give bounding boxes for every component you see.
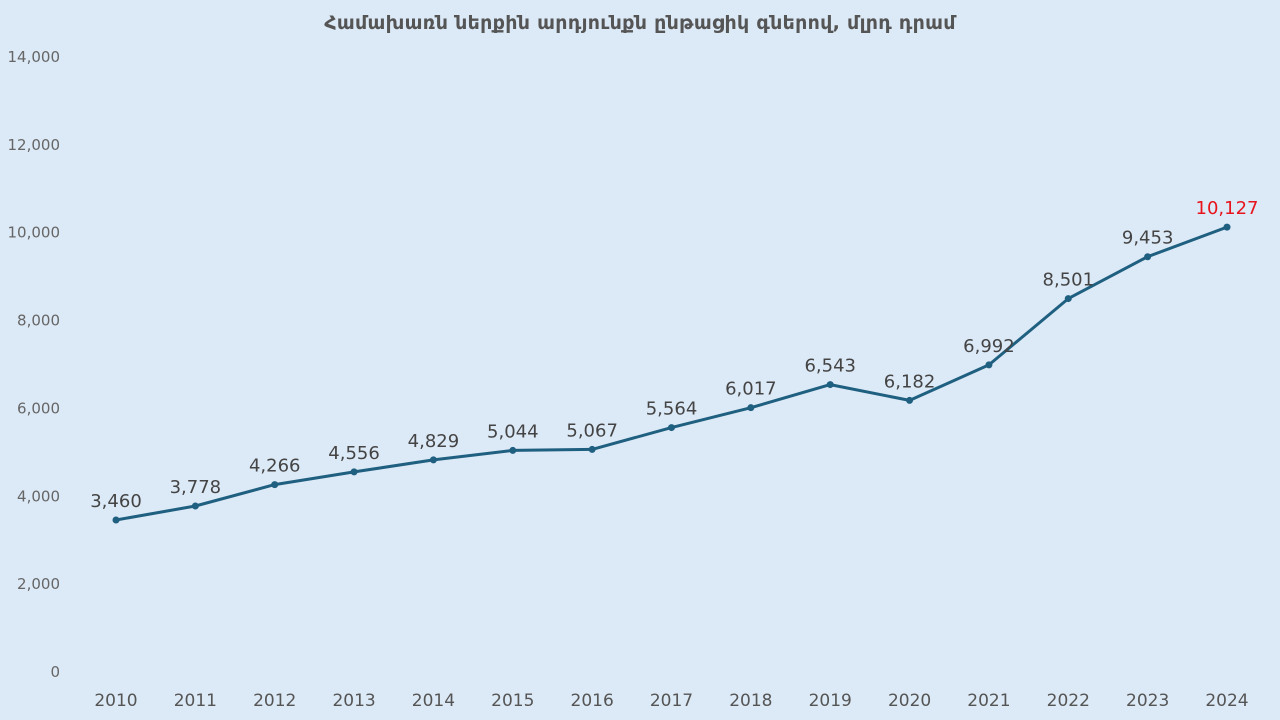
data-point [112, 516, 120, 524]
x-tick-label: 2013 [332, 691, 375, 711]
data-label: 6,182 [884, 371, 936, 392]
x-tick-label: 2014 [412, 691, 455, 711]
data-labels-group: 3,460 3,778 4,266 4,556 4,829 5,044 5,067 5,564… [90, 198, 1258, 512]
data-label: 3,460 [90, 491, 142, 512]
data-point [191, 502, 199, 510]
data-label: 3,778 [170, 477, 222, 498]
data-point [429, 456, 437, 464]
data-label: 8,501 [1043, 270, 1095, 291]
data-label: 9,453 [1122, 228, 1174, 249]
chart-title: Համախառն ներքին արդյունքն ընթացիկ գներով… [324, 12, 956, 34]
y-tick-label: 14,000 [8, 48, 61, 66]
data-label: 6,543 [804, 356, 856, 377]
data-label: 6,017 [725, 379, 777, 400]
data-label: 5,564 [646, 399, 698, 420]
data-label: 4,556 [328, 443, 380, 464]
x-tick-label: 2024 [1205, 691, 1248, 711]
data-point [1223, 223, 1231, 231]
x-tick-label: 2015 [491, 691, 534, 711]
data-label: 6,992 [963, 336, 1015, 357]
x-tick-label: 2016 [571, 691, 614, 711]
x-tick-label: 2018 [729, 691, 772, 711]
data-point [509, 446, 517, 454]
data-point [588, 445, 596, 453]
y-tick-label: 2,000 [17, 575, 60, 593]
y-axis: 0 2,000 4,000 6,000 8,000 10,000 12,000 14,000 [8, 48, 61, 681]
x-tick-label: 2019 [809, 691, 852, 711]
data-point [271, 481, 279, 489]
data-point [1144, 253, 1152, 261]
y-tick-label: 12,000 [8, 136, 61, 154]
data-label-highlight: 10,127 [1196, 198, 1259, 219]
x-tick-label: 2023 [1126, 691, 1169, 711]
x-tick-label: 2010 [94, 691, 137, 711]
data-point [826, 381, 834, 389]
x-tick-label: 2022 [1047, 691, 1090, 711]
x-tick-label: 2021 [967, 691, 1010, 711]
x-tick-label: 2012 [253, 691, 296, 711]
data-point [985, 361, 993, 369]
data-point [747, 404, 755, 412]
y-tick-label: 4,000 [17, 487, 60, 505]
x-tick-label: 2020 [888, 691, 931, 711]
y-tick-label: 0 [50, 663, 60, 681]
data-point [350, 468, 358, 476]
x-tick-label: 2017 [650, 691, 693, 711]
data-point [668, 424, 675, 432]
x-axis: 2010 2011 2012 2013 2014 2015 2016 2017 2018 2019… [94, 691, 1248, 711]
data-point [1064, 295, 1072, 303]
data-label: 4,829 [408, 431, 460, 452]
data-label: 5,067 [566, 420, 618, 441]
data-label: 5,044 [487, 421, 539, 442]
y-tick-label: 6,000 [17, 399, 60, 417]
y-tick-label: 8,000 [17, 312, 60, 330]
data-points-group [112, 223, 1231, 524]
data-label: 4,266 [249, 456, 301, 477]
x-tick-label: 2011 [174, 691, 217, 711]
data-point [906, 396, 914, 404]
y-tick-label: 10,000 [8, 224, 61, 242]
